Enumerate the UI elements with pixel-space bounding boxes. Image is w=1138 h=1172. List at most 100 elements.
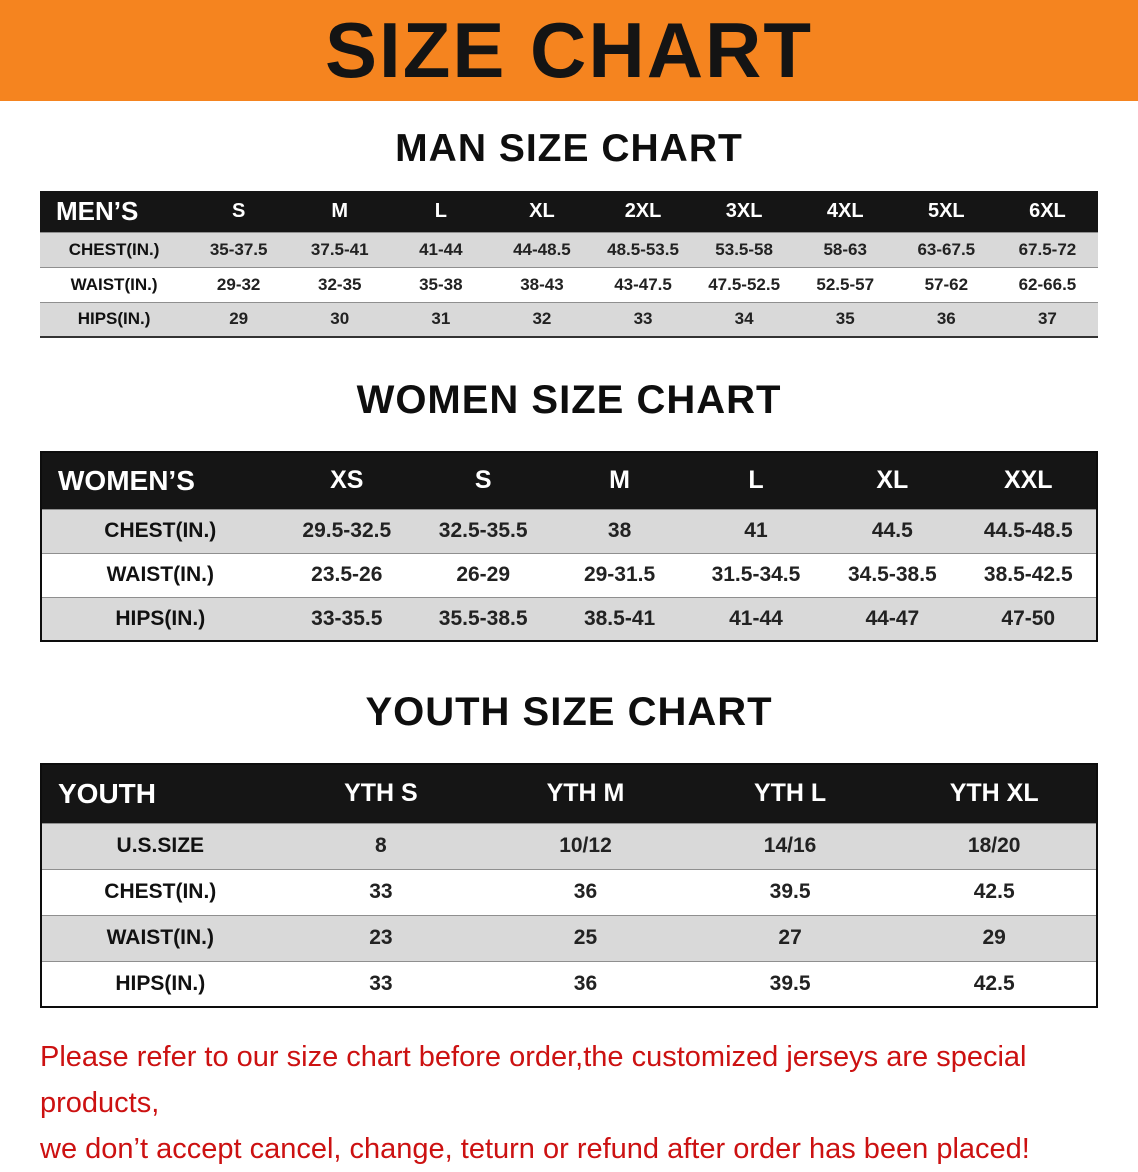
value-cell: 18/20	[967, 834, 1021, 857]
value-cell: 44-47	[865, 606, 920, 630]
value-cell: 47-50	[1001, 606, 1056, 630]
table-header-row: WOMEN’S XS S M L XL XXL	[41, 452, 1097, 509]
value-cell: 33	[369, 880, 393, 903]
size-header-cell: 3XL	[693, 191, 795, 232]
banner: SIZE CHART	[0, 0, 1138, 101]
value-cell: 34.5-38.5	[847, 563, 937, 586]
value-cell: 32.5-35.5	[438, 519, 528, 542]
value-cell: 23	[369, 926, 393, 949]
value-cell: 29-32	[216, 274, 261, 294]
value-cell: 29.5-32.5	[302, 519, 392, 542]
men-size-table: MEN’S S M L XL 2XL 3XL 4XL 5XL 6XL CHEST(IN.) 35-37…	[40, 191, 1098, 338]
size-header-cell: 4XL	[794, 191, 896, 232]
table-row: HIPS(IN.) 33 36 39.5 42.5	[41, 961, 1097, 1007]
size-header-cell: S	[188, 191, 290, 232]
value-cell: 26-29	[456, 563, 511, 586]
table-row: HIPS(IN.) 33-35.5 35.5-38.5 38.5-41 41-44 44-…	[41, 597, 1097, 641]
value-cell: 36	[936, 309, 956, 329]
table-header-row: MEN’S S M L XL 2XL 3XL 4XL 5XL 6XL	[40, 191, 1098, 232]
size-header-cell: 2XL	[592, 191, 694, 232]
disclaimer: Please refer to our size chart before or…	[0, 1008, 1138, 1172]
value-cell: 31.5-34.5	[711, 563, 801, 586]
table-row: U.S.SIZE 8 10/12 14/16 18/20	[41, 823, 1097, 869]
value-cell: 30	[330, 309, 350, 329]
value-cell: 41-44	[419, 239, 463, 259]
youth-size-table: YOUTH YTH S YTH M YTH L YTH XL U.S.SIZE 8 10/12…	[40, 763, 1098, 1008]
value-cell: 39.5	[769, 971, 811, 995]
value-cell: 29	[229, 309, 249, 329]
table-row: WAIST(IN.) 29-32 32-35 35-38 38-43 43-47.5 47.…	[40, 267, 1098, 302]
value-cell: 35	[835, 309, 855, 329]
value-cell: 29	[982, 926, 1006, 949]
value-cell: 41	[744, 519, 768, 542]
men-section-heading: MAN SIZE CHART	[395, 127, 743, 170]
value-cell: 37	[1037, 309, 1057, 329]
size-header-cell: 6XL	[996, 191, 1098, 232]
value-cell: 33	[633, 309, 653, 329]
value-cell: 44.5	[871, 519, 913, 542]
women-size-section: WOMEN SIZE CHART WOMEN’S XS S M L XL XXL CHEST(…	[0, 338, 1138, 642]
table-row: CHEST(IN.) 35-37.5 37.5-41 41-44 44-48.5 48.5…	[40, 232, 1098, 267]
value-cell: 42.5	[973, 971, 1015, 995]
value-cell: 37.5-41	[310, 239, 369, 259]
value-cell: 52.5-57	[816, 274, 875, 294]
disclaimer-line-2: we don’t accept cancel, change, teturn o…	[40, 1133, 1030, 1165]
value-cell: 44-48.5	[513, 239, 571, 259]
value-cell: 32	[532, 309, 552, 329]
value-cell: 39.5	[769, 880, 811, 903]
row-label-cell: WAIST(IN.)	[106, 926, 214, 949]
size-header-cell: YTH S	[278, 764, 484, 823]
value-cell: 33-35.5	[311, 606, 383, 630]
disclaimer-line-1: Please refer to our size chart before or…	[40, 1041, 1027, 1119]
size-header-cell: YTH L	[687, 764, 893, 823]
men-size-section: MAN SIZE CHART MEN’S S M L XL 2XL 3XL 4XL 5XL 6XL…	[0, 101, 1138, 338]
size-header-cell: XXL	[960, 452, 1097, 509]
youth-size-section: YOUTH SIZE CHART YOUTH YTH S YTH M YTH L YTH…	[0, 642, 1138, 1008]
row-label-cell: CHEST(IN.)	[68, 239, 160, 259]
row-label-cell: HIPS(IN.)	[115, 606, 206, 630]
table-header-row: YOUTH YTH S YTH M YTH L YTH XL	[41, 764, 1097, 823]
page-title: SIZE CHART	[325, 6, 813, 94]
value-cell: 23.5-26	[311, 563, 383, 586]
value-cell: 43-47.5	[614, 274, 672, 294]
value-cell: 29-31.5	[583, 563, 656, 586]
value-cell: 25	[573, 926, 598, 949]
youth-section-heading: YOUTH SIZE CHART	[365, 690, 773, 734]
value-cell: 27	[778, 926, 802, 949]
value-cell: 38	[607, 519, 632, 542]
value-cell: 63-67.5	[917, 239, 976, 259]
size-header-cell: XS	[278, 452, 415, 509]
value-cell: 8	[375, 834, 387, 857]
row-label-cell: WAIST(IN.)	[70, 274, 158, 294]
table-row: WAIST(IN.) 23.5-26 26-29 29-31.5 31.5-34.5 34…	[41, 553, 1097, 597]
value-cell: 35.5-38.5	[438, 606, 528, 630]
value-cell: 32-35	[318, 274, 362, 294]
table-row: CHEST(IN.) 29.5-32.5 32.5-35.5 38 41 44.5 44.5…	[41, 509, 1097, 553]
women-section-heading: WOMEN SIZE CHART	[356, 378, 782, 422]
size-header-cell: S	[414, 452, 552, 509]
row-label-cell: CHEST(IN.)	[104, 519, 217, 542]
size-header-cell: 5XL	[895, 191, 997, 232]
table-title-cell: MEN’S	[40, 191, 189, 232]
value-cell: 10/12	[559, 834, 612, 857]
value-cell: 47.5-52.5	[708, 274, 781, 294]
table-title-cell: YOUTH	[41, 764, 279, 823]
value-cell: 48.5-53.5	[607, 239, 679, 259]
size-header-cell: XL	[491, 191, 593, 232]
value-cell: 33	[369, 971, 393, 995]
size-header-cell: L	[390, 191, 492, 232]
row-label-cell: WAIST(IN.)	[106, 563, 214, 586]
size-header-cell: YTH M	[483, 764, 688, 823]
size-header-cell: L	[687, 452, 825, 509]
size-header-cell: YTH XL	[892, 764, 1097, 823]
value-cell: 38.5-42.5	[983, 563, 1073, 586]
value-cell: 41-44	[729, 606, 783, 630]
value-cell: 42.5	[973, 880, 1015, 903]
value-cell: 57-62	[924, 274, 969, 294]
row-label-cell: HIPS(IN.)	[77, 309, 151, 329]
row-label-cell: HIPS(IN.)	[115, 971, 206, 995]
value-cell: 36	[573, 971, 598, 995]
value-cell: 35-38	[419, 274, 463, 294]
value-cell: 36	[573, 880, 598, 903]
